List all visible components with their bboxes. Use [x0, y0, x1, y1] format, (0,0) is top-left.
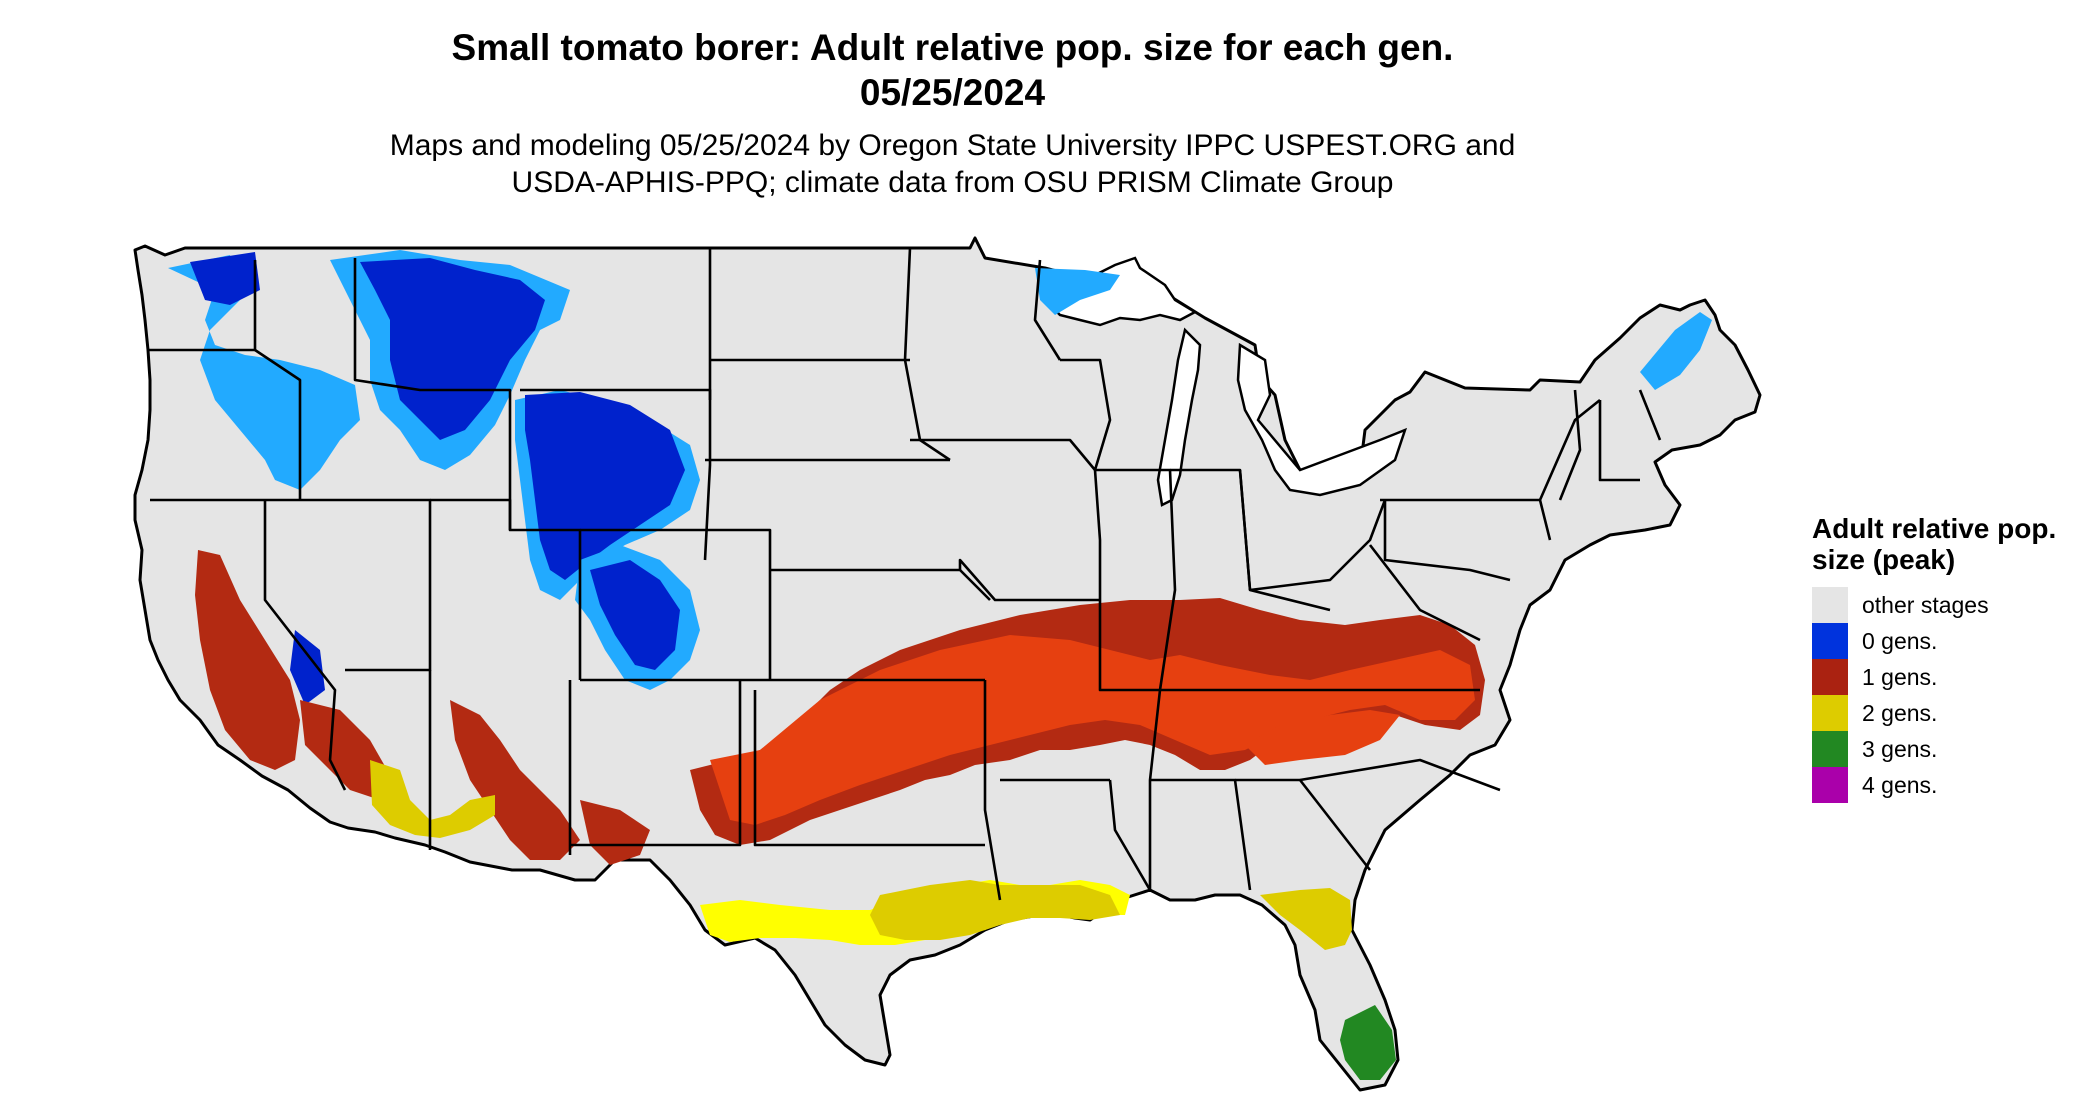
- zone-zero-gens: [168, 250, 1712, 705]
- credits-line-2: USDA-APHIS-PPQ; climate data from OSU PR…: [511, 166, 1394, 199]
- lake-huron-erie: [1236, 342, 1408, 497]
- map-legend: Adult relative pop. size (peak) other st…: [1812, 513, 2092, 803]
- legend-item: 2 gens.: [1812, 695, 2092, 731]
- state-borders: [148, 247, 1662, 901]
- legend-label: 4 gens.: [1862, 771, 1938, 798]
- legend-swatch: [1812, 623, 1848, 659]
- zone-two-gens: [370, 760, 1352, 950]
- legend-label: 2 gens.: [1862, 699, 1938, 726]
- us-map: [133, 236, 1762, 1092]
- legend-item: 4 gens.: [1812, 767, 2092, 803]
- credits-line-1: Maps and modeling 05/25/2024 by Oregon S…: [389, 129, 1516, 162]
- legend-swatch: [1812, 767, 1848, 803]
- legend-label: 1 gens.: [1862, 663, 1938, 690]
- legend-item: other stages: [1812, 587, 2092, 623]
- legend-label: 0 gens.: [1862, 627, 1938, 654]
- map-date: 05/25/2024: [859, 72, 1046, 113]
- legend-item: 0 gens.: [1812, 623, 2092, 659]
- legend-item: 1 gens.: [1812, 659, 2092, 695]
- legend-swatch: [1812, 659, 1848, 695]
- zone-one-gen: [195, 550, 1485, 865]
- lake-superior: [1042, 256, 1198, 327]
- legend-items: other stages 0 gens. 1 gens. 2 gens. 3 gens.…: [1812, 587, 2092, 803]
- map-title: Small tomato borer: Adult relative pop. …: [451, 27, 1454, 68]
- legend-label: other stages: [1862, 591, 1989, 618]
- legend-swatch: [1812, 587, 1848, 623]
- legend-item: 3 gens.: [1812, 731, 2092, 767]
- legend-swatch: [1812, 695, 1848, 731]
- legend-title: Adult relative pop. size (peak): [1812, 513, 2057, 575]
- zone-three-gens: [1340, 1005, 1396, 1080]
- legend-swatch: [1812, 731, 1848, 767]
- legend-label: 3 gens.: [1862, 735, 1938, 762]
